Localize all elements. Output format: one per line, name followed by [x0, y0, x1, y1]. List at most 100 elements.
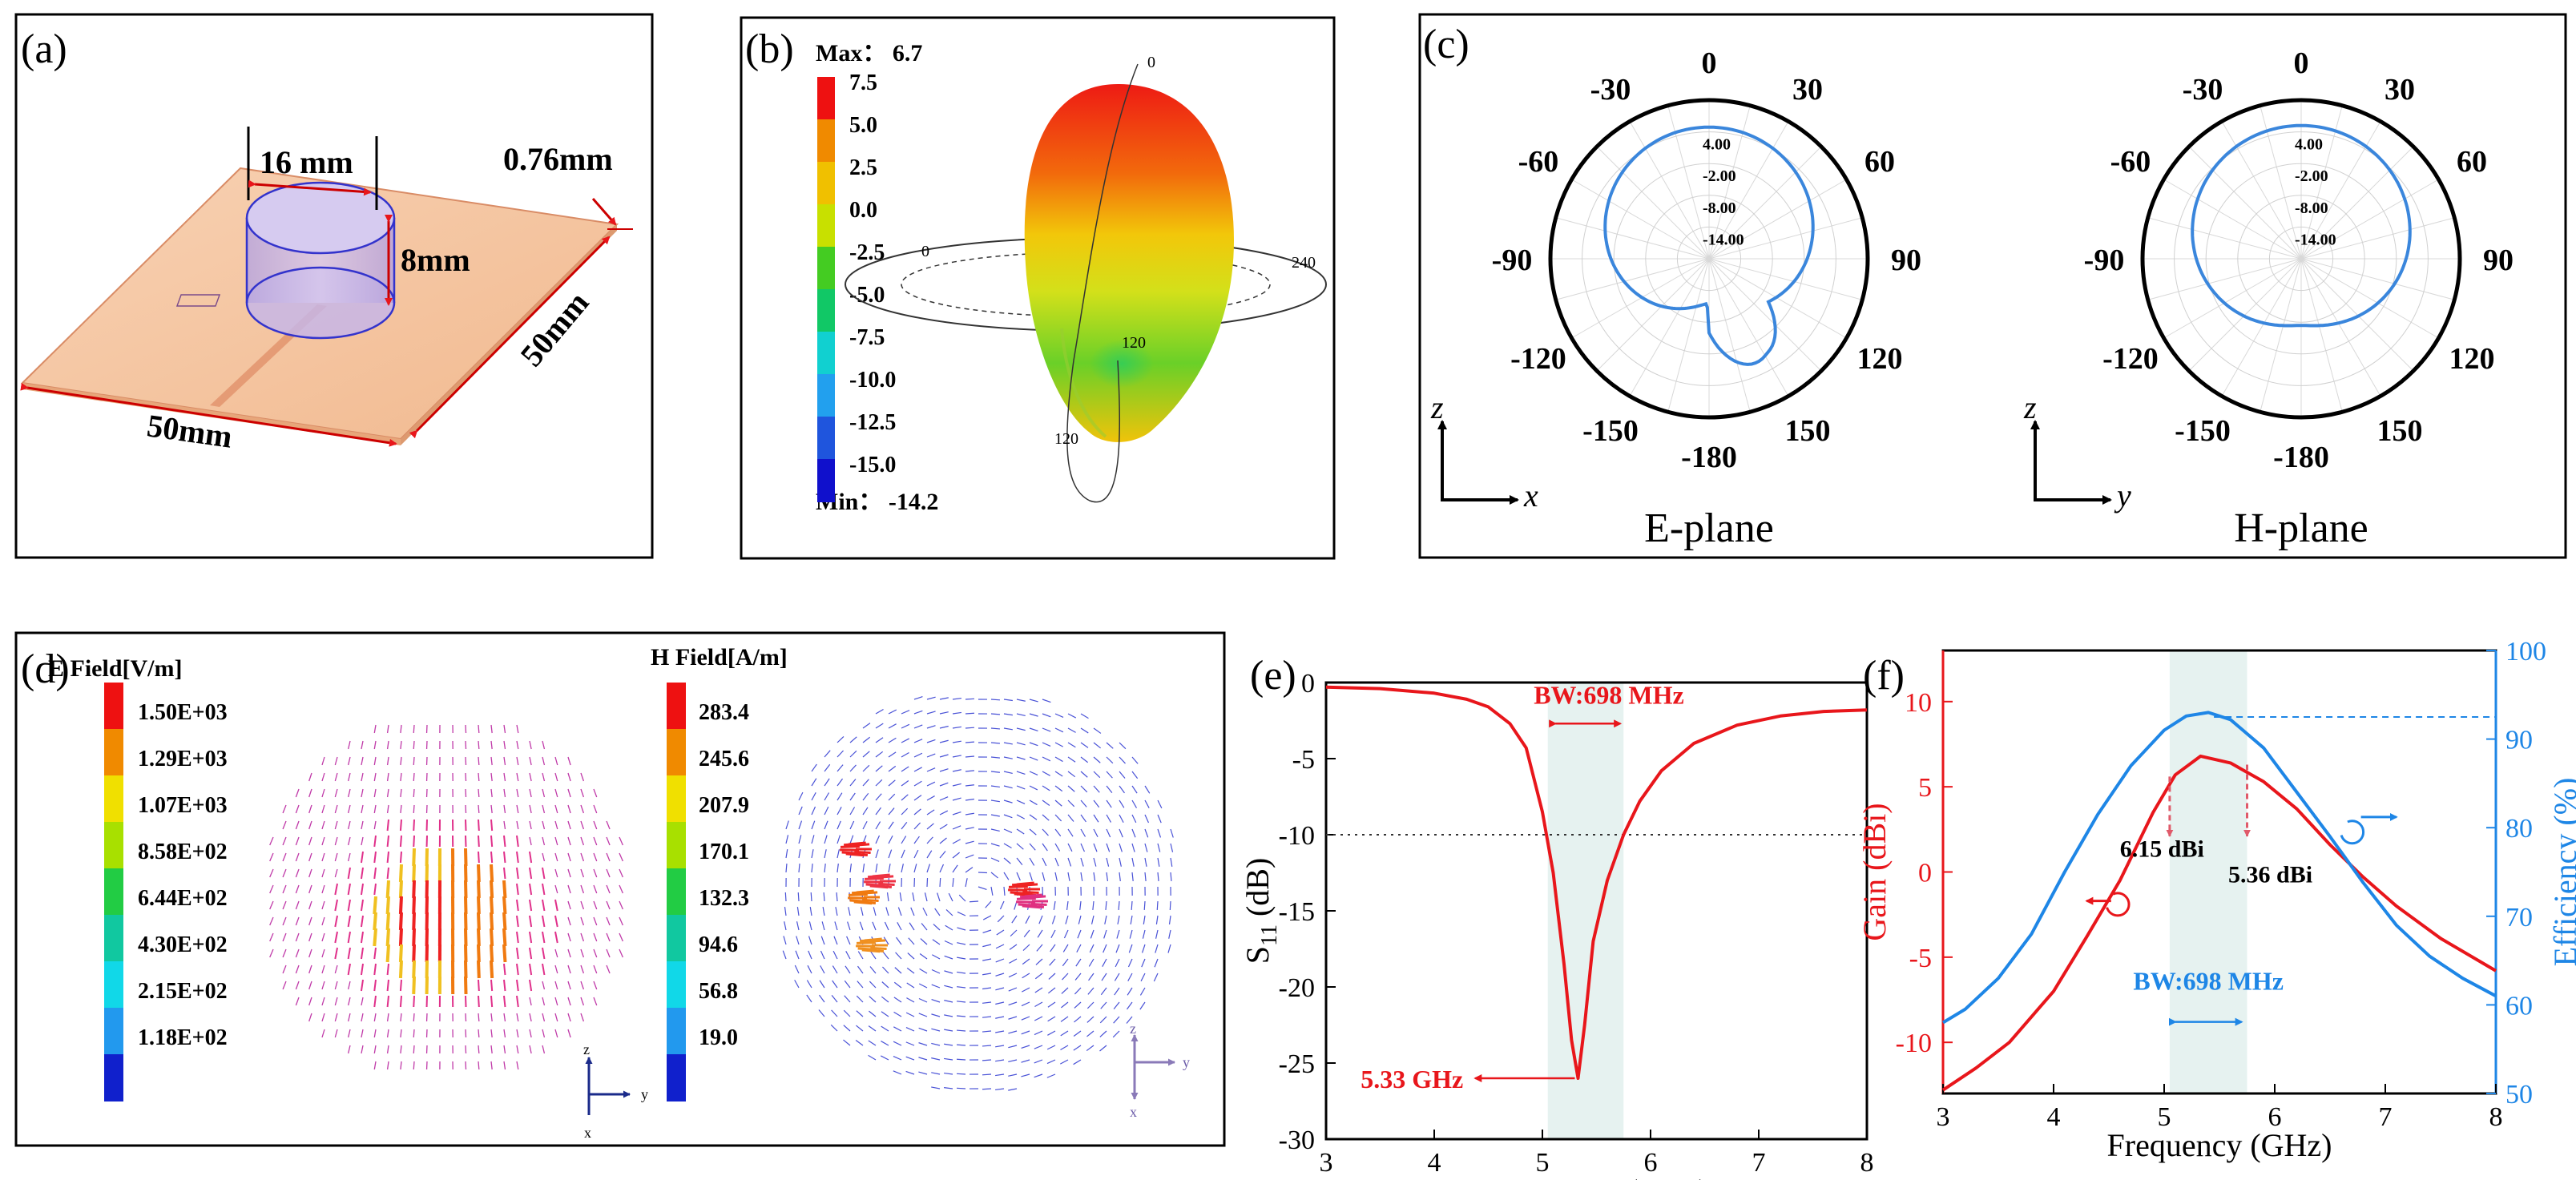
panel-f-label: (f)	[1863, 653, 1905, 699]
h-field-arrow	[873, 907, 877, 916]
e-field-arrow	[386, 804, 389, 814]
h-field-arrow	[1034, 1073, 1043, 1078]
h-field-arrow	[944, 1029, 953, 1032]
e-field-arrow	[542, 1029, 546, 1038]
h-field-arrow	[1127, 987, 1133, 996]
h-field-arrow	[957, 956, 966, 960]
e-field-arrow	[373, 896, 377, 915]
efficiency-curve-indicator	[2340, 820, 2365, 845]
e-field-arrow	[503, 804, 506, 814]
e-colorbar-swatch	[104, 1054, 123, 1101]
h-field-arrow	[956, 1001, 966, 1003]
h-field-arrow	[1080, 785, 1088, 793]
e-field-arrow	[503, 724, 506, 734]
h-field-arrow	[849, 750, 857, 758]
y-tick-label: -30	[1279, 1126, 1315, 1155]
h-field-arrow	[913, 849, 919, 859]
h-field-arrow	[1067, 727, 1076, 733]
e-field-arrow	[490, 1013, 493, 1022]
e-field-arrow	[529, 931, 533, 944]
h-field-arrow	[824, 763, 831, 772]
e-axis-x-label: x	[1523, 477, 1538, 513]
e-field-arrow	[412, 960, 416, 979]
e-field-arrow	[542, 788, 546, 798]
h-field-arrow	[990, 713, 1001, 715]
e-field-arrow	[516, 947, 519, 960]
h-field-arrow	[875, 807, 881, 816]
e-field-arrow	[334, 1013, 338, 1022]
e-plane-polar: 4.00 -2.00 -8.00 -14.00 0 30 60 90 120 150 -180 -15…	[1492, 46, 1921, 474]
h-field-arrow	[824, 778, 830, 787]
h-field-hot-arrow	[1016, 896, 1036, 900]
polar-angle-label: 120	[1857, 342, 1903, 376]
h-field-arrow	[1067, 756, 1076, 763]
polar-angle-label: -120	[2102, 342, 2159, 376]
e-field-arrow	[321, 820, 325, 830]
h-field-arrow	[1054, 727, 1064, 733]
h-field-arrow	[965, 712, 975, 715]
e-field-arrow	[334, 997, 338, 1006]
h-field-arrow	[1140, 973, 1146, 982]
h-field-arrow	[875, 737, 884, 743]
h-field-arrow	[952, 726, 961, 729]
e-field-arrow	[529, 804, 532, 814]
h-field-arrow	[883, 936, 889, 945]
h-field-arrow	[906, 967, 915, 974]
h-colorbar-swatch	[667, 961, 686, 1009]
h-field-arrow	[901, 864, 904, 873]
h-field-arrow	[1155, 915, 1159, 924]
h-field-arrow	[920, 938, 928, 945]
h-field-hot-arrow	[864, 876, 884, 880]
e-field-arrow	[478, 756, 480, 766]
h-field-arrow	[931, 984, 941, 989]
h-field-arrow	[857, 951, 864, 960]
e-field-arrow	[321, 900, 325, 910]
e-plane-title: E-plane	[1644, 505, 1774, 551]
e-field-arrow	[503, 788, 506, 798]
h-field-arrow	[1022, 944, 1030, 951]
e-field-arrow	[516, 963, 519, 976]
h-field-arrow	[847, 921, 851, 931]
e-field-arrow	[413, 724, 415, 734]
panel-b: (b) Max： 6.7 Min： -14.2 7.5 5.0 2.5 0.0 -2.5…	[740, 16, 1336, 560]
colorbar-label: -2.5	[849, 240, 885, 265]
axis-label-120-b: 120	[1054, 430, 1078, 448]
h-field-arrow	[888, 723, 897, 729]
h-field-arrow	[875, 864, 878, 873]
e-field-arrow	[282, 868, 287, 878]
e-field-arrow	[348, 981, 351, 990]
e-field-arrow	[360, 963, 364, 976]
colorbar-label: -7.5	[849, 325, 885, 350]
e-field-arrow	[542, 931, 546, 944]
polar-ring	[2174, 131, 2429, 386]
e-field-arrow	[580, 997, 585, 1006]
e-field-colorbar: 1.50E+03 1.29E+03 1.07E+03 8.58E+02 6.44E+02…	[104, 683, 228, 1101]
polar-angle-label: 0	[1702, 46, 1717, 80]
h-field-arrow	[1061, 987, 1069, 994]
e-field-arrow	[529, 836, 532, 846]
h-field-arrow	[957, 942, 966, 945]
e-field-arrow	[490, 864, 494, 883]
e-field-arrow	[516, 788, 519, 798]
h-field-arrow	[952, 797, 961, 801]
h-field-arrow	[1054, 872, 1058, 881]
y-tick-label: 10	[1905, 688, 1932, 718]
h-field-arrow	[926, 739, 936, 743]
e-field-arrow	[269, 900, 274, 910]
e-colorbar-label: 6.44E+02	[138, 886, 228, 911]
h-field-arrow	[982, 987, 992, 990]
h-field-arrow	[1101, 973, 1107, 981]
e-field-arrow	[361, 804, 364, 814]
e-field-arrow	[490, 835, 494, 848]
e-field-arrow	[580, 788, 585, 798]
y-axis-label: Gain (dBi)	[1856, 803, 1893, 940]
h-field-arrow	[888, 864, 891, 873]
h-field-arrow	[1155, 944, 1159, 953]
polar-ring-label: -14.00	[1703, 231, 1744, 248]
h-field-arrow	[1088, 973, 1094, 981]
h-field-arrow	[906, 997, 915, 1003]
e-field-arrow	[606, 868, 611, 878]
e-field-arrow	[321, 1013, 325, 1022]
h-field-arrow	[1067, 857, 1072, 867]
